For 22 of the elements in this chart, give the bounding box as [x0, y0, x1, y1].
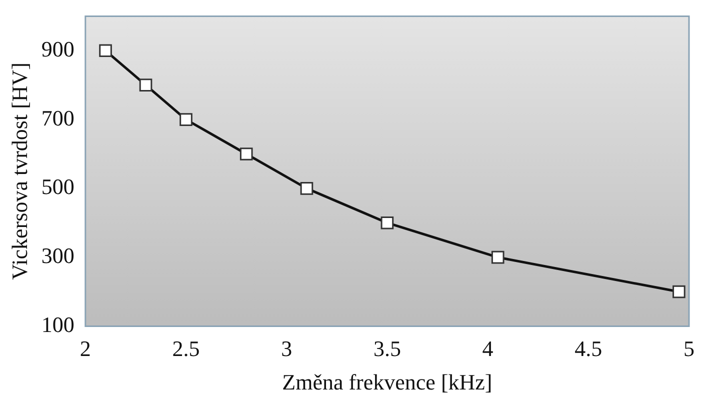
y-axis-title: Vickersova tvrdost [HV] — [6, 62, 32, 280]
point — [380, 216, 394, 230]
point — [99, 44, 112, 58]
point — [240, 148, 253, 160]
y-tick-label: 300 — [41, 243, 74, 268]
point — [300, 182, 314, 195]
point — [672, 285, 686, 298]
x-tick-label: 4 — [482, 336, 494, 362]
point — [139, 78, 152, 92]
x-tick-label: 3.5 — [373, 336, 401, 362]
y-tick-label: 700 — [41, 105, 74, 130]
x-tick-label: 3 — [281, 336, 292, 362]
x-tick-label: 5 — [684, 336, 694, 362]
x-axis-title: Změna frekvence [kHz] — [282, 370, 492, 395]
x-tick-label: 4.5 — [574, 336, 602, 362]
x-tick-label: 2.5 — [172, 336, 200, 362]
y-tick-label: 100 — [41, 312, 74, 337]
point — [180, 113, 192, 126]
y-tick-label: 900 — [41, 36, 74, 62]
x-tick-label: 2 — [80, 336, 91, 362]
point — [491, 250, 504, 264]
y-tick-label: 500 — [41, 174, 74, 200]
